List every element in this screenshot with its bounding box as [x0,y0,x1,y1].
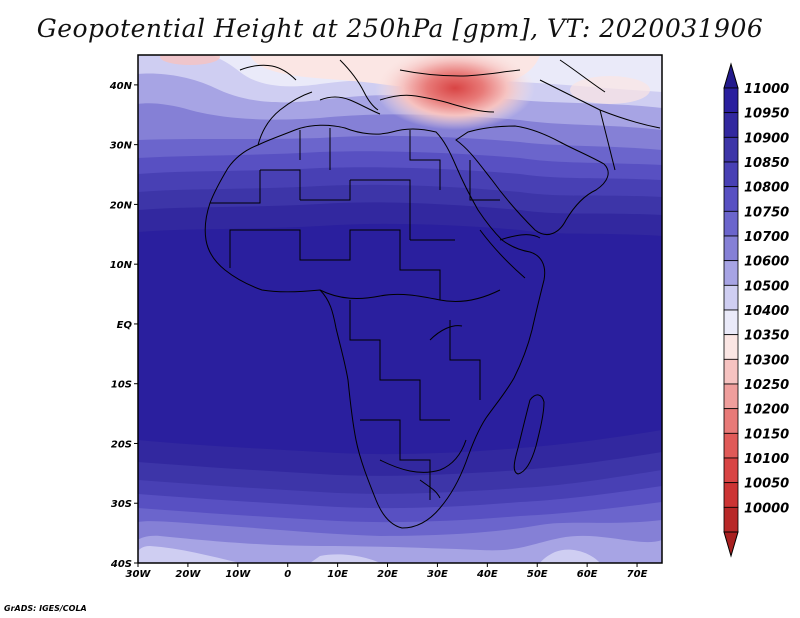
coastlines [204,59,661,529]
lon-axis: 30W 20W 10W 0 10E 20E 30E 40E 50E 60E 70E [126,563,648,580]
colorbar-label: 10100 [744,452,789,467]
lat-axis: 40N 30N 20N 10N EQ 10S 20S 30S 40S [109,81,138,570]
colorbar-bottom-arrow [723,531,739,558]
lon-tick-label: 60E [577,569,598,580]
colorbar-label: 10800 [744,181,789,196]
lon-tick-label: 10E [327,569,348,580]
colorbar-swatch [723,383,739,410]
colorbar-label: 10600 [744,255,789,270]
map-frame [137,54,663,564]
colorbar-swatch [723,260,739,286]
colorbar-label: 10900 [744,131,789,146]
lon-tick-label: 50E [527,569,548,580]
lat-tick-label: EQ [117,320,133,331]
colorbar-swatch [723,210,739,237]
colorbar-swatch [723,457,739,484]
lon-tick-label: 20W [175,569,201,580]
colorbar-swatch [723,482,739,508]
colorbar-label: 10500 [744,279,789,294]
lat-tick-label: 40S [110,559,132,570]
lon-tick-label: 70E [627,569,648,580]
colorbar-swatch [723,432,739,459]
lon-tick-label: 10W [225,569,251,580]
colorbar-label: 10750 [744,205,789,220]
colorbar-swatch [723,112,739,138]
colorbar-label: 11000 [744,82,789,97]
colorbar-swatch [723,87,739,114]
colorbar-label: 10950 [744,107,789,122]
colorbar-swatch [723,408,739,434]
colorbar-label: 10850 [744,156,789,171]
colorbar-label: 10000 [744,501,789,516]
lat-tick-label: 10S [111,380,132,391]
chart-title: Geopotential Height at 250hPa [gpm], VT:… [36,14,764,43]
lat-tick-label: 30N [110,141,133,152]
lat-tick-label: 40N [109,81,133,92]
lon-tick-label: 0 [284,569,291,580]
lat-tick-label: 20N [110,200,133,211]
footer-credit: GrADS: IGES/COLA [4,604,87,613]
lat-tick-label: 10N [110,260,133,271]
colorbar-label: 10700 [744,230,789,245]
colorbar-swatch [723,309,739,336]
lat-tick-label: 20S [111,439,132,450]
colorbar-swatch [723,358,739,385]
colorbar-swatch [723,235,739,262]
lon-tick-label: 30E [427,569,448,580]
colorbar: 11000 10950 10900 10850 10800 10750 10700 10600… [723,62,789,558]
colorbar-swatch [723,334,739,360]
colorbar-label: 10250 [744,378,789,393]
colorbar-swatch [723,161,739,188]
colorbar-label: 10350 [744,329,789,344]
lon-tick-label: 30W [126,569,152,580]
colorbar-label: 10400 [744,304,789,319]
colorbar-swatch [723,136,739,163]
lon-tick-label: 20E [377,569,398,580]
colorbar-swatch [723,506,739,533]
colorbar-top-arrow [723,62,739,89]
colorbar-swatch [723,284,739,311]
height-field [138,55,662,563]
colorbar-label: 10300 [744,353,789,368]
colorbar-label: 10050 [744,477,789,492]
colorbar-label: 10200 [744,403,789,418]
colorbar-swatch [723,186,739,212]
lon-tick-label: 40E [476,569,498,580]
colorbar-label: 10150 [744,427,789,442]
lat-tick-label: 30S [111,499,132,510]
